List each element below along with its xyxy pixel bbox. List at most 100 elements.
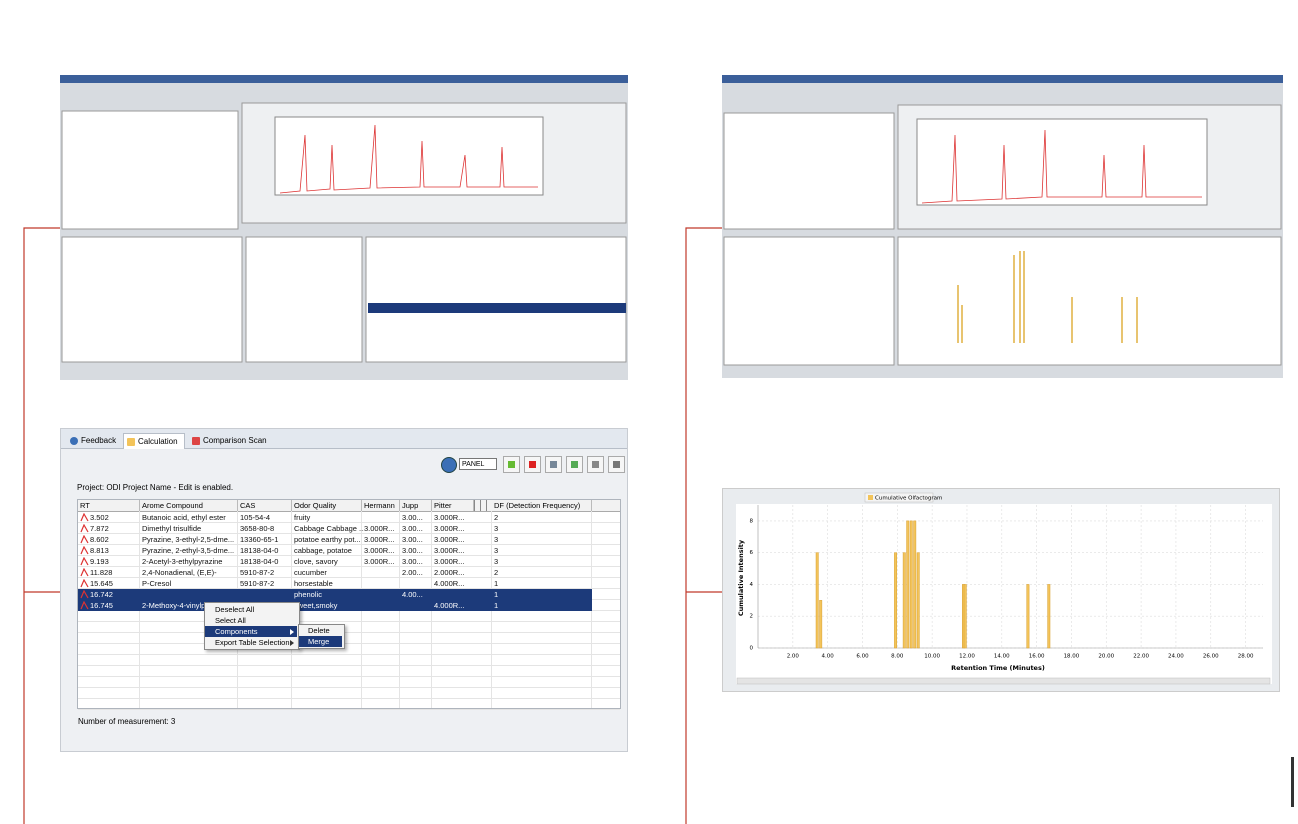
table-cell: 3 [494, 546, 499, 555]
column-header[interactable]: Pitter [432, 500, 474, 511]
project-label: Project: ODI Project Name - Edit is enab… [77, 483, 234, 492]
table-cell: 8.813 [90, 546, 109, 555]
panel [61, 110, 239, 230]
y-tick-label: 2 [750, 614, 754, 620]
table-cell: 16.745 [90, 601, 113, 610]
plot-background [736, 504, 1272, 684]
table-cell: cucumber [294, 568, 327, 577]
context-menu: Deselect All Select All Components Export T… [204, 602, 300, 650]
column-header[interactable]: RT [78, 500, 140, 511]
menu-item[interactable]: Delete [308, 626, 330, 635]
row-line [78, 643, 620, 644]
table-cell: 16.742 [90, 590, 113, 599]
x-tick-label: 28.00 [1238, 654, 1254, 660]
menu-item[interactable]: Merge [299, 636, 342, 647]
peak-icon [80, 546, 89, 555]
row-line [78, 566, 620, 567]
table-cell: 2-Methoxy-4-vinylph... [142, 601, 216, 610]
bar [913, 520, 917, 649]
info-button[interactable] [441, 457, 457, 473]
menu-item[interactable]: Deselect All [215, 605, 255, 614]
selected-rows [368, 303, 626, 313]
table-cell: 18138-04-0 [240, 557, 279, 566]
row-line [78, 522, 620, 523]
peak-shape [80, 601, 89, 610]
x-tick-label: 2.00 [787, 654, 800, 660]
peak-shape [80, 535, 89, 544]
tab[interactable]: Feedback [67, 433, 119, 449]
table-cell: 18138-04-0 [240, 546, 279, 555]
tab-icon [192, 437, 200, 445]
menu-item[interactable]: Export Table Selection [215, 638, 290, 647]
bar [1026, 584, 1030, 649]
peak-icon [80, 579, 89, 588]
table-cell: 3 [494, 524, 499, 533]
row-line [78, 676, 620, 677]
menu-item[interactable]: Components [205, 626, 297, 637]
bar [1047, 584, 1051, 649]
toolbar-button[interactable] [608, 456, 625, 473]
tab[interactable]: Calculation [123, 433, 185, 449]
table-cell: 3 [494, 535, 499, 544]
bar [819, 600, 823, 649]
toolbar-button[interactable] [587, 456, 604, 473]
table-cell: 1 [494, 601, 499, 610]
toolbar-button[interactable] [503, 456, 520, 473]
table-cell: 2.00... [402, 568, 423, 577]
column-header[interactable]: CAS [238, 500, 292, 511]
bar [902, 552, 906, 649]
peak-icon [80, 557, 89, 566]
tab-icon [127, 438, 135, 446]
x-tick-label: 12.00 [959, 654, 975, 660]
x-tick-label: 8.00 [891, 654, 904, 660]
table-cell: Pyrazine, 2-ethyl-3,5-dme... [142, 546, 235, 555]
screenshot-overview-left [60, 75, 628, 380]
table-cell: fruity [294, 513, 311, 522]
column-header[interactable]: Odor Quality [292, 500, 362, 511]
bar [909, 520, 913, 649]
peak-icon [80, 513, 89, 522]
table-cell: potatoe earthy pot... [294, 535, 361, 544]
x-tick-label: 16.00 [1029, 654, 1045, 660]
chromatogram-trace [279, 124, 538, 194]
column-separator [486, 500, 487, 511]
column-header[interactable]: Arome Compound [140, 500, 238, 511]
table-cell: 3.00... [402, 557, 423, 566]
table-cell: horsestable [294, 579, 333, 588]
row-line [78, 621, 620, 622]
table-cell: 3.00... [402, 535, 423, 544]
panel-select[interactable]: PANEL [459, 458, 497, 470]
toolbar-button[interactable] [566, 456, 583, 473]
column-header[interactable]: Hermann [362, 500, 400, 511]
menu-item[interactable]: Select All [215, 616, 246, 625]
table-cell: 2-Acetyl-3-ethylpyrazine [142, 557, 223, 566]
scrollbar [736, 677, 1271, 685]
table-cell: 3.000R... [434, 513, 465, 522]
table-cell: Pyrazine, 3-ethyl-2,5-dme... [142, 535, 235, 544]
table-cell: 3.000R... [364, 546, 395, 555]
table-cell: 1 [494, 579, 499, 588]
screenshot-overview-right [722, 75, 1283, 378]
table-cell: 3.000R... [434, 546, 465, 555]
panel [245, 236, 363, 363]
table-cell: 3.502 [90, 513, 109, 522]
data-table: RT Arome Compound CAS Odor Quality Hermann Ju… [77, 499, 621, 710]
column-header[interactable]: Jupp [400, 500, 432, 511]
peak-shape [80, 579, 89, 588]
table-cell: 3658-80-8 [240, 524, 275, 533]
peak-icon [80, 535, 89, 544]
bar [894, 552, 898, 649]
row-line [78, 665, 620, 666]
table-cell: 13360-65-1 [240, 535, 279, 544]
toolbar-button[interactable] [545, 456, 562, 473]
column-header[interactable]: DF (Detection Frequency) [492, 500, 592, 511]
x-tick-label: 10.00 [924, 654, 940, 660]
x-tick-label: 4.00 [822, 654, 835, 660]
toolbar-button[interactable] [524, 456, 541, 473]
tab[interactable]: Comparison Scan [189, 433, 267, 449]
table-cell: 8.602 [90, 535, 109, 544]
table-cell: 4.000R... [434, 579, 465, 588]
row-line [78, 544, 620, 545]
